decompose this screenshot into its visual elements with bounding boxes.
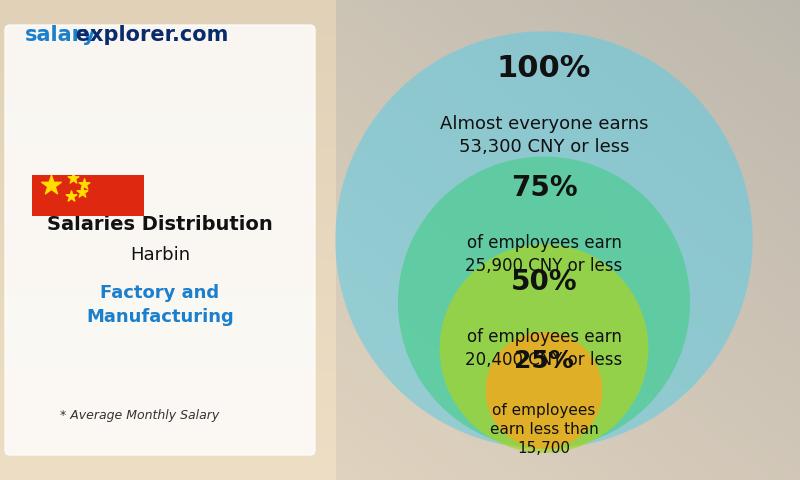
Point xyxy=(65,192,78,200)
Text: 50%: 50% xyxy=(510,268,578,296)
Text: Harbin: Harbin xyxy=(130,246,190,264)
Text: Factory and
Manufacturing: Factory and Manufacturing xyxy=(86,284,234,326)
FancyBboxPatch shape xyxy=(5,25,315,455)
Point xyxy=(66,174,79,182)
Text: Salaries Distribution: Salaries Distribution xyxy=(47,216,273,235)
Text: of employees
earn less than
15,700: of employees earn less than 15,700 xyxy=(490,403,598,456)
Circle shape xyxy=(398,156,690,449)
Text: salary: salary xyxy=(25,25,97,45)
Circle shape xyxy=(335,31,753,449)
Point xyxy=(76,188,89,195)
Point xyxy=(44,181,57,189)
Text: of employees earn
20,400 CNY or less: of employees earn 20,400 CNY or less xyxy=(466,328,622,369)
Text: 75%: 75% xyxy=(510,174,578,202)
Point xyxy=(78,180,90,188)
Text: * Average Monthly Salary: * Average Monthly Salary xyxy=(60,408,220,421)
Text: Almost everyone earns
53,300 CNY or less: Almost everyone earns 53,300 CNY or less xyxy=(440,115,648,156)
Text: of employees earn
25,900 CNY or less: of employees earn 25,900 CNY or less xyxy=(466,234,622,275)
Text: 100%: 100% xyxy=(497,54,591,84)
Text: explorer.com: explorer.com xyxy=(25,25,228,45)
Text: 25%: 25% xyxy=(514,349,574,373)
Circle shape xyxy=(486,332,602,449)
Circle shape xyxy=(440,244,648,453)
